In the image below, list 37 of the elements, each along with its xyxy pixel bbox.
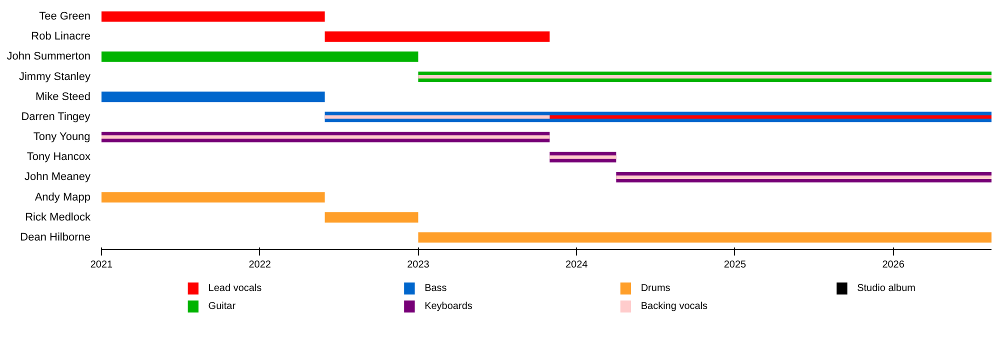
y-tick-label: Mike Steed — [35, 90, 91, 103]
legend-label: Bass — [424, 283, 447, 294]
bar — [102, 135, 550, 139]
y-tick-label: Rob Linacre — [31, 30, 91, 43]
y-tick-label: John Summerton — [6, 50, 91, 63]
x-tick-label: 2026 — [882, 260, 905, 270]
bar — [324, 212, 418, 223]
y-tick-label: Rick Medlock — [25, 211, 91, 224]
x-tick-label: 2024 — [565, 260, 588, 270]
bar — [418, 232, 992, 243]
y-tick-label: Darren Tingey — [21, 110, 91, 123]
y-tick-label: Tony Young — [33, 131, 90, 144]
y-tick-label: Tee Green — [39, 10, 91, 23]
legend-label: Backing vocals — [640, 301, 708, 312]
bar — [324, 31, 550, 42]
bar — [102, 192, 325, 203]
bar — [550, 155, 616, 159]
legend-label: Keyboards — [424, 301, 472, 312]
y-tick-label: Dean Hilborne — [20, 231, 91, 244]
y-tick-label: John Meaney — [24, 171, 91, 184]
legend-label: Guitar — [208, 301, 236, 312]
y-tick-label: Tony Hancox — [26, 151, 91, 164]
bar — [102, 11, 325, 22]
y-tick-label: Jimmy Stanley — [18, 70, 91, 83]
bar — [616, 175, 992, 179]
legend-label: Drums — [640, 283, 670, 294]
y-tick-label: Andy Mapp — [34, 191, 91, 204]
bar — [102, 51, 418, 62]
bar — [102, 92, 325, 102]
bar — [418, 75, 992, 79]
x-tick-label: 2022 — [248, 260, 272, 270]
x-tick-label: 2023 — [407, 260, 430, 270]
x-tick-label: 2021 — [90, 260, 114, 270]
bar — [324, 115, 550, 119]
x-tick-label: 2025 — [724, 260, 747, 270]
legend-label: Lead vocals — [208, 283, 262, 294]
legend-label: Studio album — [857, 283, 916, 294]
